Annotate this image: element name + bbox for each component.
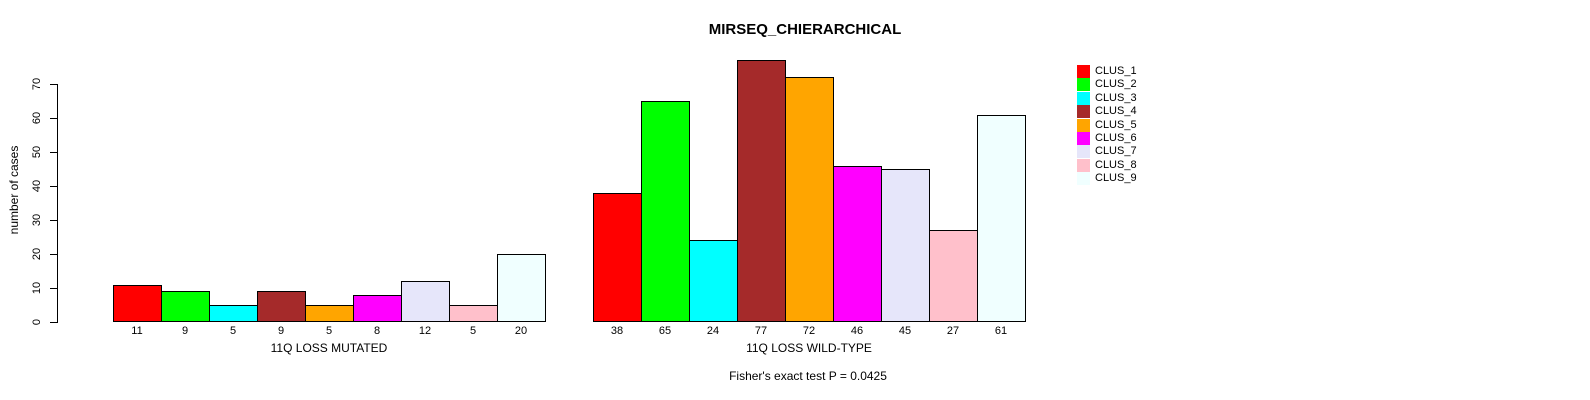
legend-item-clus_6: CLUS_6 bbox=[1077, 132, 1137, 145]
bar-clus_3 bbox=[689, 240, 738, 322]
y-tick bbox=[50, 220, 57, 221]
legend-item-clus_7: CLUS_7 bbox=[1077, 145, 1137, 158]
legend-label: CLUS_6 bbox=[1095, 132, 1137, 144]
bar-value-label: 46 bbox=[850, 325, 864, 337]
bar-clus_7 bbox=[401, 281, 450, 322]
legend-item-clus_1: CLUS_1 bbox=[1077, 65, 1137, 78]
y-tick bbox=[50, 288, 57, 289]
bar-value-label: 77 bbox=[754, 325, 768, 337]
bar-clus_8 bbox=[449, 305, 498, 322]
bar-clus_4 bbox=[737, 60, 786, 322]
legend-swatch bbox=[1077, 65, 1090, 78]
bar-clus_9 bbox=[497, 254, 546, 322]
legend-label: CLUS_8 bbox=[1095, 159, 1137, 171]
legend-swatch bbox=[1077, 119, 1090, 132]
chart-title: MIRSEQ_CHIERARCHICAL bbox=[708, 21, 902, 38]
legend-swatch bbox=[1077, 78, 1090, 91]
legend-item-clus_8: CLUS_8 bbox=[1077, 159, 1137, 172]
legend-item-clus_9: CLUS_9 bbox=[1077, 172, 1137, 185]
legend: CLUS_1 CLUS_2 CLUS_3 CLUS_4 CLUS_5 CLUS_6 CLUS… bbox=[1077, 65, 1187, 195]
legend-label: CLUS_9 bbox=[1095, 172, 1137, 184]
y-axis-line bbox=[57, 84, 58, 323]
y-tick-label: 30 bbox=[31, 213, 43, 227]
legend-swatch bbox=[1077, 132, 1090, 145]
bar-value-label: 9 bbox=[181, 325, 189, 337]
legend-label: CLUS_5 bbox=[1095, 119, 1137, 131]
legend-item-clus_5: CLUS_5 bbox=[1077, 119, 1137, 132]
bar-value-label: 11 bbox=[131, 325, 143, 337]
legend-swatch bbox=[1077, 105, 1090, 118]
legend-swatch bbox=[1077, 172, 1090, 185]
bar-clus_7 bbox=[881, 169, 930, 322]
bar-value-label: 45 bbox=[898, 325, 912, 337]
y-tick-label: 70 bbox=[31, 77, 43, 91]
y-tick bbox=[50, 118, 57, 119]
legend-label: CLUS_7 bbox=[1095, 145, 1137, 157]
y-tick-label: 10 bbox=[31, 281, 43, 295]
fisher-test-caption: Fisher's exact test P = 0.0425 bbox=[729, 369, 887, 383]
bar-clus_5 bbox=[305, 305, 354, 322]
bar-clus_6 bbox=[353, 295, 402, 322]
bar-value-label: 5 bbox=[229, 325, 237, 337]
bar-clus_2 bbox=[161, 291, 210, 322]
bar-clus_9 bbox=[977, 115, 1026, 322]
bar-value-label: 65 bbox=[658, 325, 672, 337]
y-tick-label: 40 bbox=[31, 179, 43, 193]
legend-label: CLUS_2 bbox=[1095, 78, 1137, 90]
y-tick-label: 60 bbox=[31, 111, 43, 125]
bar-value-label: 61 bbox=[994, 325, 1008, 337]
bar-value-label: 8 bbox=[373, 325, 381, 337]
bar-value-label: 38 bbox=[610, 325, 624, 337]
legend-swatch bbox=[1077, 92, 1090, 105]
x-axis-group-label: 11Q LOSS WILD-TYPE bbox=[746, 341, 872, 355]
legend-swatch bbox=[1077, 159, 1090, 172]
legend-label: CLUS_1 bbox=[1095, 65, 1137, 77]
legend-item-clus_2: CLUS_2 bbox=[1077, 78, 1137, 91]
legend-item-clus_3: CLUS_3 bbox=[1077, 92, 1137, 105]
bar-clus_1 bbox=[593, 193, 642, 322]
bar-value-label: 20 bbox=[514, 325, 528, 337]
bar-clus_2 bbox=[641, 101, 690, 322]
bar-clus_8 bbox=[929, 230, 978, 322]
y-tick-label: 0 bbox=[31, 318, 43, 326]
bar-value-label: 27 bbox=[946, 325, 960, 337]
bar-value-label: 24 bbox=[706, 325, 720, 337]
legend-label: CLUS_3 bbox=[1095, 92, 1137, 104]
x-axis-group-label: 11Q LOSS MUTATED bbox=[270, 341, 388, 355]
y-tick bbox=[50, 152, 57, 153]
legend-label: CLUS_4 bbox=[1095, 105, 1137, 117]
bar-clus_4 bbox=[257, 291, 306, 322]
bar-clus_3 bbox=[209, 305, 258, 322]
bar-value-label: 72 bbox=[802, 325, 816, 337]
bar-value-label: 9 bbox=[277, 325, 285, 337]
y-tick bbox=[50, 322, 57, 323]
bar-value-label: 5 bbox=[469, 325, 477, 337]
bar-value-label: 12 bbox=[418, 325, 432, 337]
legend-item-clus_4: CLUS_4 bbox=[1077, 105, 1137, 118]
bar-clus_6 bbox=[833, 166, 882, 322]
y-tick bbox=[50, 254, 57, 255]
bar-clus_5 bbox=[785, 77, 834, 322]
y-tick-label: 50 bbox=[31, 145, 43, 159]
y-tick bbox=[50, 84, 57, 85]
legend-swatch bbox=[1077, 145, 1090, 158]
bar-clus_1 bbox=[113, 285, 162, 322]
y-tick-label: 20 bbox=[31, 247, 43, 261]
y-tick bbox=[50, 186, 57, 187]
y-axis-title: number of cases bbox=[7, 145, 21, 235]
bar-value-label: 5 bbox=[325, 325, 333, 337]
